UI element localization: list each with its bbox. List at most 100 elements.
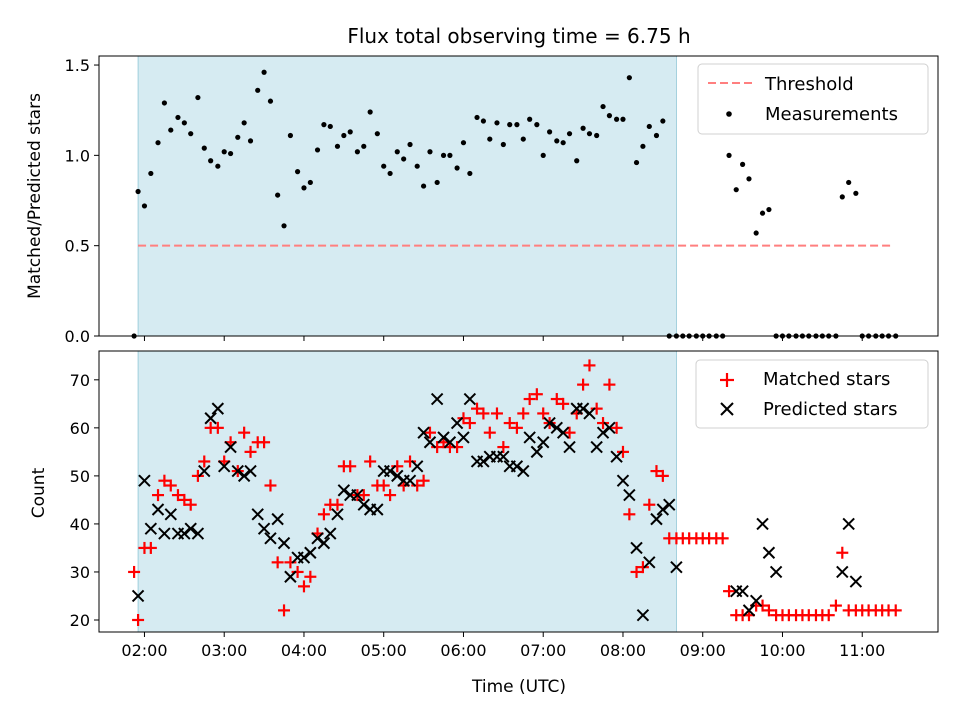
measurement-point [261, 69, 267, 75]
predicted-star-point [769, 565, 783, 579]
measurement-point [427, 149, 433, 155]
measurement-point [181, 120, 187, 126]
predicted-star-point [131, 589, 145, 603]
y-tick-label: 1.5 [65, 56, 90, 75]
y-tick-label: 70 [70, 371, 90, 390]
measurement-point [241, 120, 247, 126]
measurement-point [633, 159, 640, 166]
measurement-point [726, 152, 732, 158]
predicted-star-point [391, 469, 404, 483]
measurement-point [640, 143, 646, 149]
measurement-point [660, 118, 666, 124]
matched-star-point [889, 604, 902, 617]
measurement-point [507, 122, 513, 128]
predicted-star-point [331, 508, 344, 521]
predicted-star-point [443, 436, 457, 449]
matched-star-point [597, 417, 610, 430]
matched-star-point [463, 417, 476, 430]
measurement-point [294, 169, 301, 175]
predicted-star-point [371, 503, 384, 516]
matched-star-point [264, 479, 277, 492]
matched-star-point [650, 465, 663, 478]
matched-star-point [284, 556, 297, 569]
measurement-point [347, 129, 353, 135]
matched-star-point [457, 412, 470, 425]
bottom-legend-box [695, 359, 929, 429]
threshold-legend-label: Threshold [764, 74, 854, 95]
matched-star-point [477, 407, 490, 420]
measurement-point [141, 203, 148, 209]
matched-star-point [517, 407, 530, 420]
measurement-point [733, 187, 739, 193]
predicted-star-point [237, 469, 251, 483]
predicted-star-point [178, 527, 191, 540]
matched-star-point [723, 585, 736, 598]
matched-star-point [822, 609, 835, 622]
predicted-star-point [204, 412, 217, 425]
predicted-star-point [556, 426, 570, 439]
bottom-legend: Matched stars Predicted stars [695, 359, 929, 429]
matched-star-point [762, 604, 775, 617]
measurement-point [467, 170, 473, 177]
measurement-point [853, 190, 859, 196]
y-tick-label: 20 [70, 611, 90, 630]
measurement-point [161, 100, 167, 106]
matched-star-point [563, 426, 576, 439]
predicted-star-point [537, 436, 550, 449]
matched-stars-legend-label: Matched stars [763, 369, 890, 390]
measurement-point [547, 129, 553, 135]
predicted-star-point [138, 474, 151, 487]
top-plot-frame [98, 55, 939, 337]
measurement-point [287, 132, 294, 139]
predicted-star-point [417, 426, 430, 439]
x-tick-label: 03:00 [201, 641, 247, 660]
measurement-point [520, 136, 526, 142]
predicted-star-point [523, 431, 536, 444]
x-tick-label: 04:00 [281, 641, 327, 660]
x-tick-label: 11:00 [839, 641, 885, 660]
predicted-star-point [670, 560, 683, 574]
matched-star-point [128, 565, 141, 578]
matched-star-point [537, 407, 550, 420]
top-legend-box [697, 63, 929, 135]
predicted-star-point [636, 608, 650, 622]
matched-star-point [510, 421, 523, 434]
predicted-star-point [563, 440, 576, 454]
matched-star-point [144, 541, 157, 554]
measurement-point [374, 131, 380, 137]
measurement-point [766, 206, 772, 213]
x-tick-label: 10:00 [759, 641, 805, 660]
matched-star-point [357, 489, 370, 502]
matched-star-point [344, 460, 357, 473]
measurement-point [208, 158, 214, 164]
matched-star-point [278, 604, 291, 617]
predicted-star-point [277, 536, 291, 550]
matched-star-point [391, 460, 404, 473]
predicted-star-point [596, 426, 610, 439]
measurement-point [334, 143, 341, 149]
y-tick-label: 40 [70, 515, 90, 534]
matched-stars-legend-swatch [720, 373, 734, 387]
measurement-point [500, 141, 506, 148]
predicted-star-point [736, 584, 749, 598]
measurement-point [580, 125, 586, 131]
predicted-star-point [663, 498, 676, 511]
matched-star-point [471, 402, 484, 415]
measurement-point [474, 114, 480, 121]
measurement-point [554, 138, 560, 144]
measurement-point [201, 145, 207, 151]
predicted-star-point [616, 474, 630, 487]
y-tick-label: 1.0 [65, 146, 90, 165]
measurement-point [267, 98, 274, 104]
matched-star-point [577, 378, 590, 391]
predicted-star-point [517, 464, 530, 478]
predicted-star-point [198, 464, 211, 478]
top-x-axis-ticks [143, 336, 863, 341]
measurement-point [301, 185, 307, 191]
top-y-axis-label: Matched/Predicted stars [25, 93, 45, 299]
matched-star-point [490, 407, 503, 420]
matched-star-point [716, 532, 729, 545]
measurement-point [215, 163, 221, 169]
predicted-star-point [158, 527, 171, 540]
predicted-star-point [297, 551, 311, 564]
